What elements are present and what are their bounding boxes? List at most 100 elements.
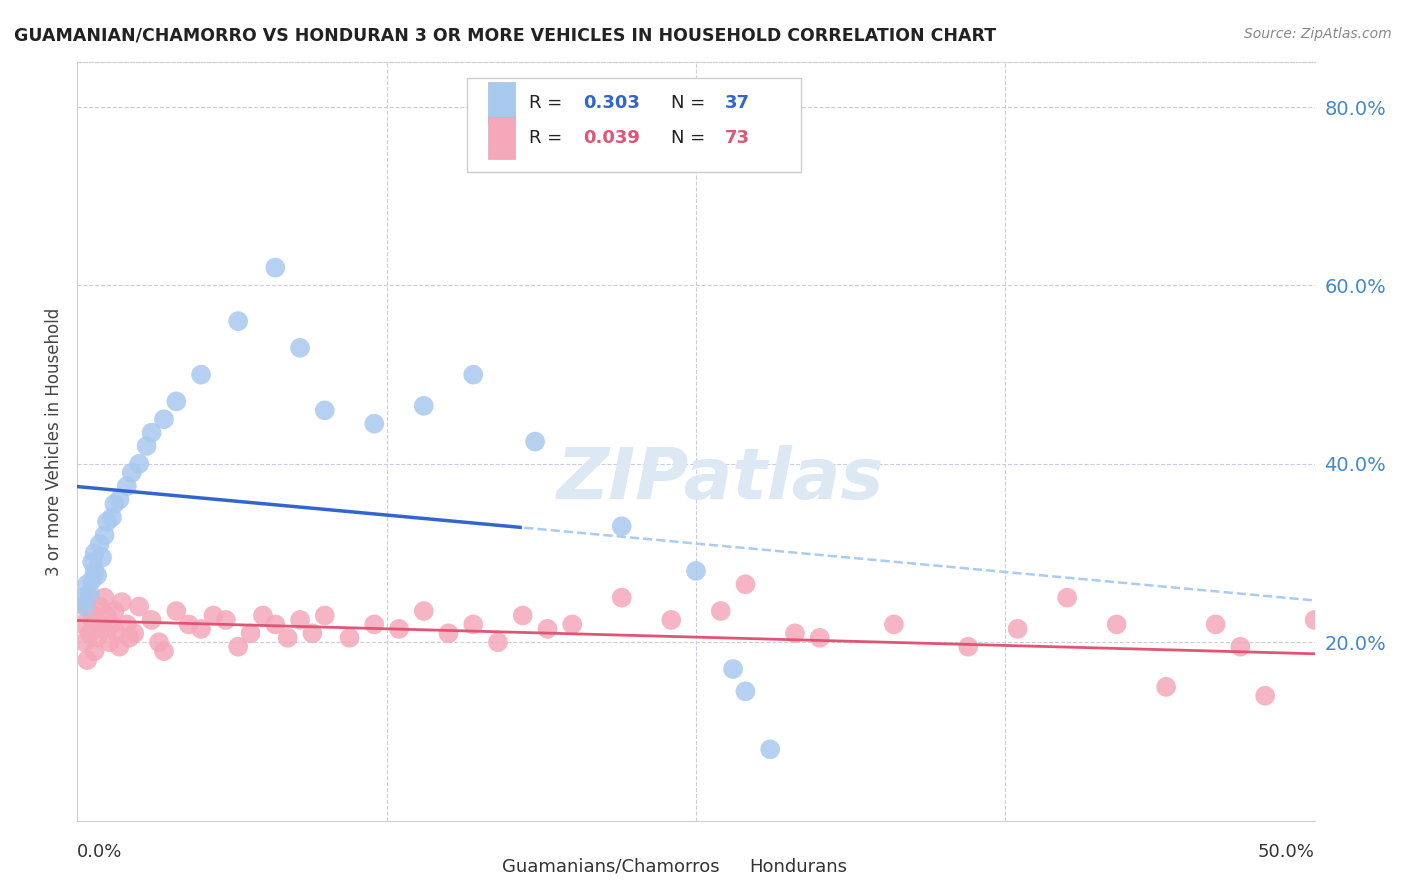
Text: 0.039: 0.039: [583, 129, 640, 147]
Point: [1056, 591, 1078, 605]
Point: [277, 631, 299, 645]
Point: [239, 626, 262, 640]
Point: [153, 412, 176, 426]
Point: [96, 515, 118, 529]
Point: [288, 341, 311, 355]
Point: [76, 653, 98, 667]
Point: [122, 626, 145, 640]
Point: [103, 604, 125, 618]
Text: 73: 73: [724, 129, 749, 147]
Point: [264, 260, 287, 275]
Point: [883, 617, 905, 632]
Point: [759, 742, 782, 756]
Point: [412, 604, 434, 618]
Point: [734, 684, 756, 698]
Point: [486, 635, 509, 649]
Point: [734, 577, 756, 591]
Text: 0.0%: 0.0%: [77, 844, 122, 862]
Point: [118, 631, 141, 645]
Point: [141, 425, 163, 440]
Point: [83, 546, 105, 560]
Point: [115, 479, 138, 493]
Point: [463, 617, 485, 632]
Point: [128, 457, 150, 471]
Point: [89, 617, 111, 632]
Point: [314, 608, 336, 623]
Point: [93, 528, 115, 542]
Point: [72, 617, 94, 632]
Point: [111, 595, 134, 609]
Point: [76, 577, 98, 591]
Point: [108, 640, 131, 654]
Text: GUAMANIAN/CHAMORRO VS HONDURAN 3 OR MORE VEHICLES IN HOUSEHOLD CORRELATION CHART: GUAMANIAN/CHAMORRO VS HONDURAN 3 OR MORE…: [14, 27, 997, 45]
Point: [101, 617, 124, 632]
Point: [202, 608, 225, 623]
Point: [226, 314, 249, 328]
Point: [83, 644, 105, 658]
Point: [215, 613, 238, 627]
Point: [264, 617, 287, 632]
Point: [86, 568, 108, 582]
Point: [96, 608, 118, 623]
Point: [1105, 617, 1128, 632]
Point: [190, 622, 212, 636]
Text: R =: R =: [529, 94, 568, 112]
Point: [610, 519, 633, 533]
Text: Guamanians/Chamorros: Guamanians/Chamorros: [502, 858, 720, 876]
Point: [91, 550, 114, 565]
Point: [808, 631, 831, 645]
Point: [82, 555, 104, 569]
Point: [165, 604, 187, 618]
Point: [363, 417, 385, 431]
Point: [1007, 622, 1029, 636]
Point: [91, 622, 114, 636]
Point: [72, 591, 94, 605]
Point: [89, 599, 111, 614]
Bar: [714, 853, 742, 881]
Point: [301, 626, 323, 640]
Point: [73, 635, 96, 649]
Point: [115, 617, 138, 632]
Bar: [488, 118, 516, 159]
Point: [153, 644, 176, 658]
Point: [83, 564, 105, 578]
Point: [1229, 640, 1251, 654]
Point: [721, 662, 744, 676]
Text: R =: R =: [529, 129, 568, 147]
Point: [82, 573, 104, 587]
Point: [79, 586, 101, 600]
Point: [659, 613, 682, 627]
Text: 50.0%: 50.0%: [1258, 844, 1315, 862]
Point: [710, 604, 733, 618]
Point: [783, 626, 806, 640]
Point: [121, 466, 143, 480]
Point: [105, 626, 128, 640]
Point: [1353, 666, 1375, 681]
Point: [98, 635, 121, 649]
Point: [86, 631, 108, 645]
Point: [190, 368, 212, 382]
Point: [135, 439, 157, 453]
Point: [1402, 693, 1406, 707]
Point: [93, 591, 115, 605]
Point: [363, 617, 385, 632]
Text: N =: N =: [671, 94, 711, 112]
Point: [165, 394, 187, 409]
Text: ZIPatlas: ZIPatlas: [557, 445, 884, 514]
Point: [1254, 689, 1277, 703]
Point: [101, 510, 124, 524]
Point: [82, 613, 104, 627]
Bar: [467, 853, 495, 881]
Point: [252, 608, 274, 623]
Point: [79, 626, 101, 640]
Point: [1205, 617, 1227, 632]
Point: [957, 640, 980, 654]
Text: N =: N =: [671, 129, 711, 147]
Point: [83, 608, 105, 623]
Point: [437, 626, 460, 640]
Point: [314, 403, 336, 417]
Point: [610, 591, 633, 605]
Point: [524, 434, 547, 449]
Point: [108, 492, 131, 507]
Text: Hondurans: Hondurans: [749, 858, 848, 876]
